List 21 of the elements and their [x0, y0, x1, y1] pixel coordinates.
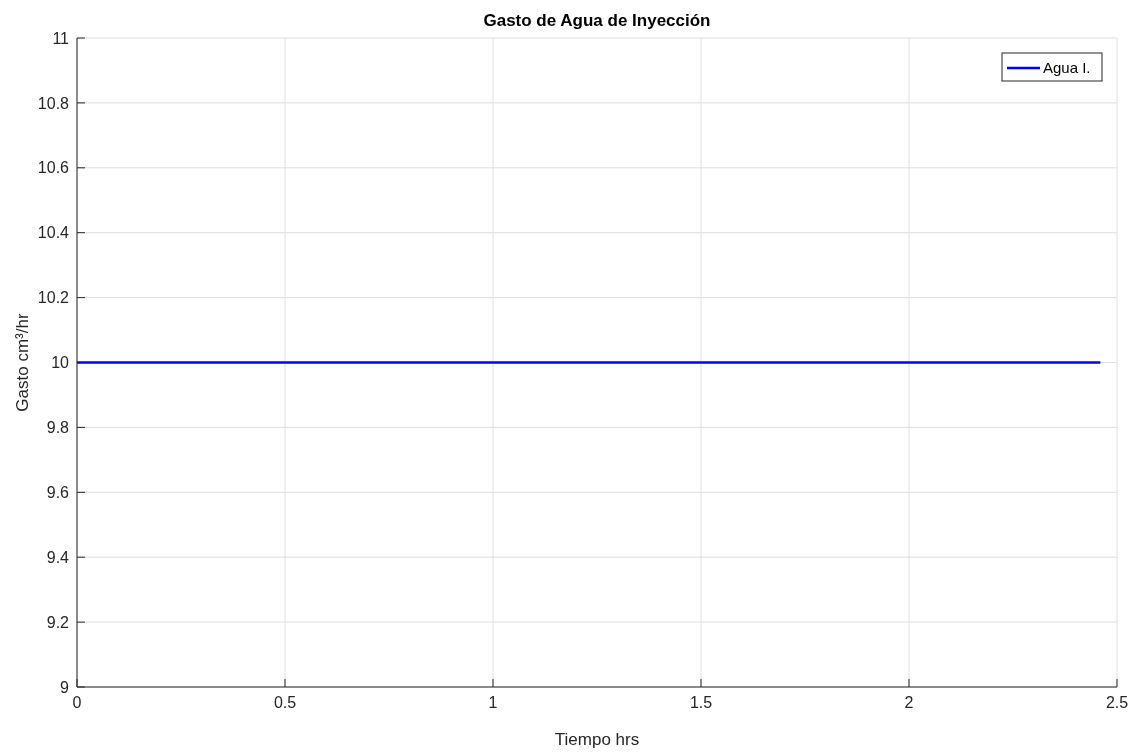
x-tick-label: 1 — [488, 694, 498, 711]
y-tick-label: 10.2 — [37, 289, 70, 307]
y-tick-label: 10.6 — [37, 159, 70, 177]
y-tick-label: 9.8 — [46, 419, 70, 436]
legend-label: Agua I. — [1043, 59, 1091, 77]
y-tick-label: 10.8 — [37, 94, 70, 112]
x-tick-label: 2 — [904, 694, 914, 711]
x-tick-label: 2.5 — [1105, 694, 1129, 711]
y-tick-label: 9 — [60, 678, 70, 696]
x-tick-label: 0 — [72, 694, 82, 711]
y-tick-label: 10 — [51, 354, 70, 372]
y-tick-label: 9.6 — [46, 483, 70, 501]
x-axis-title: Tiempo hrs — [554, 730, 640, 749]
x-tick-label: 0.5 — [273, 694, 297, 711]
y-axis-title: Gasto cm³/hr — [13, 313, 32, 412]
y-tick-label: 9.2 — [46, 613, 70, 631]
y-tick-label: 10.4 — [37, 224, 70, 242]
x-tick-label: 1.5 — [689, 694, 713, 711]
y-tick-label: 11 — [52, 29, 70, 47]
chart-title: Gasto de Agua de Inyección — [483, 11, 711, 30]
y-tick-label: 9.4 — [46, 548, 70, 566]
